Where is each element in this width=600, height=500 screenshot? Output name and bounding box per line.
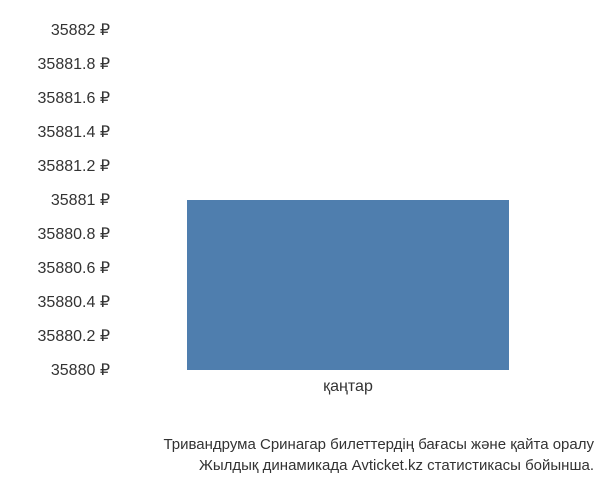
y-axis: 35882 ₽35881.8 ₽35881.6 ₽35881.4 ₽35881.… [0, 30, 118, 370]
y-tick-label: 35882 ₽ [51, 20, 110, 40]
y-tick-label: 35881.4 ₽ [38, 122, 110, 142]
chart-container: 35882 ₽35881.8 ₽35881.6 ₽35881.4 ₽35881.… [0, 30, 600, 410]
y-tick-label: 35880 ₽ [51, 360, 110, 380]
y-tick-label: 35881.2 ₽ [38, 156, 110, 176]
y-tick-label: 35880.4 ₽ [38, 292, 110, 312]
y-tick-label: 35881 ₽ [51, 190, 110, 210]
y-tick-label: 35881.6 ₽ [38, 88, 110, 108]
caption-line-2: Жылдық динамикада Avticket.kz статистика… [0, 455, 594, 476]
bar [187, 200, 509, 370]
y-tick-label: 35881.8 ₽ [38, 54, 110, 74]
chart-caption: Тривандрума Сринагар билеттердің бағасы … [0, 434, 600, 476]
x-axis-label: қаңтар [118, 378, 578, 396]
plot-area [118, 30, 578, 370]
y-tick-label: 35880.2 ₽ [38, 326, 110, 346]
caption-line-1: Тривандрума Сринагар билеттердің бағасы … [0, 434, 594, 455]
y-tick-label: 35880.6 ₽ [38, 258, 110, 278]
y-tick-label: 35880.8 ₽ [38, 224, 110, 244]
